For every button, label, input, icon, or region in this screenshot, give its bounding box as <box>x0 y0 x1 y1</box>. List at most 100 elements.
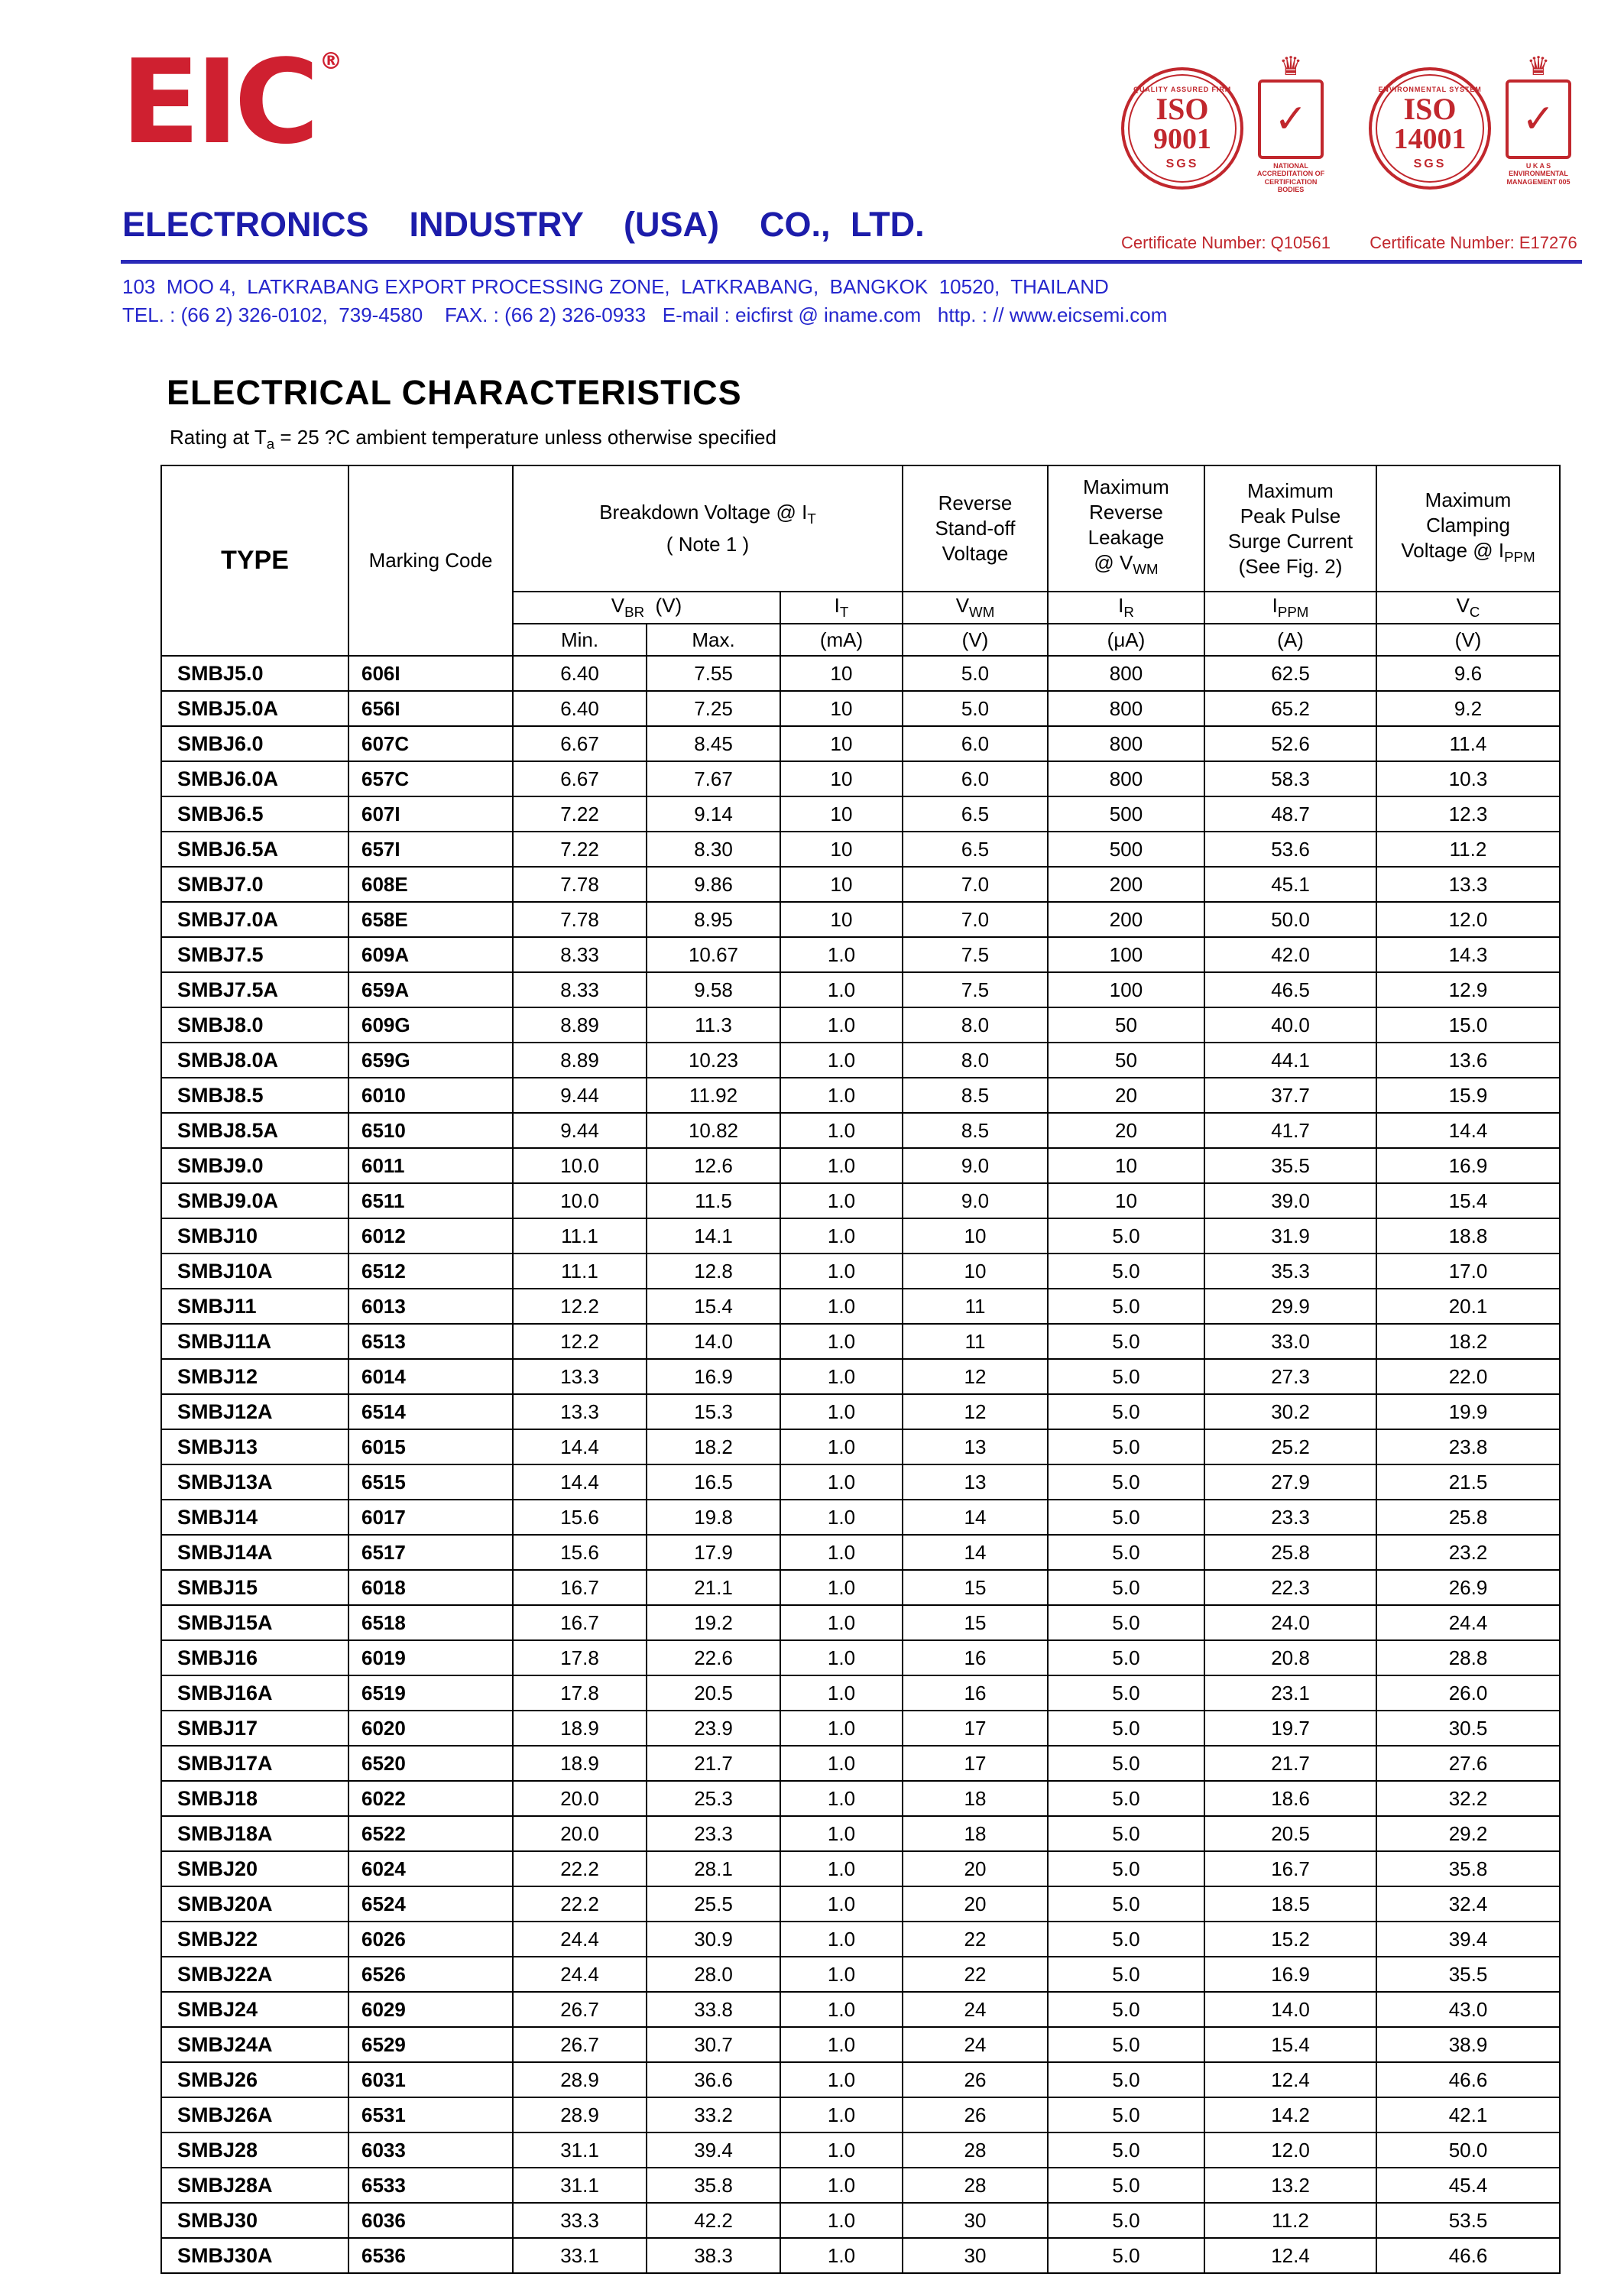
cell-marking-code: 6024 <box>348 1850 514 1887</box>
cell-type: SMBJ20 <box>160 1850 349 1887</box>
cell-vbr-max: 9.86 <box>646 866 781 903</box>
cell-ir: 20 <box>1047 1112 1205 1149</box>
cell-vbr-max: 21.7 <box>646 1745 781 1782</box>
cell-it: 1.0 <box>780 1780 903 1817</box>
cell-it: 1.0 <box>780 1886 903 1922</box>
cell-vc: 18.2 <box>1376 1323 1561 1360</box>
cell-it: 1.0 <box>780 1147 903 1184</box>
table-row: SMBJ17A 6520 18.9 21.7 1.0 17 5.0 21.7 27.6 <box>160 1745 1561 1782</box>
cell-ippm: 48.7 <box>1204 796 1377 832</box>
unit-it: (mA) <box>780 623 903 657</box>
cell-type: SMBJ30 <box>160 2202 349 2239</box>
cell-vbr-max: 10.82 <box>646 1112 781 1149</box>
cell-vwm: 15 <box>902 1569 1049 1606</box>
cell-vc: 16.9 <box>1376 1147 1561 1184</box>
cell-vwm: 5.0 <box>902 690 1049 727</box>
cell-it: 10 <box>780 655 903 692</box>
cell-it: 1.0 <box>780 936 903 973</box>
cell-it: 10 <box>780 725 903 762</box>
cell-vc: 15.4 <box>1376 1182 1561 1219</box>
cell-vwm: 14 <box>902 1499 1049 1536</box>
header-divider <box>121 260 1582 264</box>
cell-it: 1.0 <box>780 2061 903 2098</box>
cell-vc: 11.4 <box>1376 725 1561 762</box>
cell-ir: 100 <box>1047 936 1205 973</box>
cell-vc: 12.3 <box>1376 796 1561 832</box>
cell-ir: 20 <box>1047 1077 1205 1114</box>
cell-it: 1.0 <box>780 1569 903 1606</box>
cell-ir: 5.0 <box>1047 1991 1205 2028</box>
cell-vbr-min: 7.22 <box>512 796 647 832</box>
cell-type: SMBJ11A <box>160 1323 349 1360</box>
cell-vbr-min: 18.9 <box>512 1745 647 1782</box>
cell-marking-code: 6018 <box>348 1569 514 1606</box>
table-row: SMBJ8.5A 6510 9.44 10.82 1.0 8.5 20 41.7 14.4 <box>160 1112 1561 1149</box>
cell-ippm: 24.0 <box>1204 1604 1377 1641</box>
cell-vwm: 5.0 <box>902 655 1049 692</box>
cell-it: 1.0 <box>780 1464 903 1500</box>
table-row: SMBJ16 6019 17.8 22.6 1.0 16 5.0 20.8 28.8 <box>160 1639 1561 1676</box>
cell-type: SMBJ5.0 <box>160 655 349 692</box>
cell-ir: 50 <box>1047 1007 1205 1043</box>
cell-vwm: 20 <box>902 1850 1049 1887</box>
cell-ir: 5.0 <box>1047 1745 1205 1782</box>
cell-it: 1.0 <box>780 1604 903 1641</box>
table-row: SMBJ12 6014 13.3 16.9 1.0 12 5.0 27.3 22.0 <box>160 1358 1561 1395</box>
cell-vwm: 10 <box>902 1253 1049 1289</box>
cell-vwm: 14 <box>902 1534 1049 1571</box>
table-row: SMBJ7.0A 658E 7.78 8.95 10 7.0 200 50.0 12.0 <box>160 901 1561 938</box>
cell-vc: 20.1 <box>1376 1288 1561 1325</box>
cell-vbr-min: 9.44 <box>512 1077 647 1114</box>
header-units-row: Min. Max. (mA) (V) (μA) (A) (V) <box>161 623 1561 657</box>
unit-ippm: (A) <box>1204 623 1377 657</box>
cell-vbr-min: 28.9 <box>512 2061 647 2098</box>
cell-vbr-min: 15.6 <box>512 1499 647 1536</box>
cell-vwm: 9.0 <box>902 1147 1049 1184</box>
cell-vbr-max: 23.3 <box>646 1815 781 1852</box>
cell-vc: 46.6 <box>1376 2237 1561 2274</box>
eic-logo-text: EIC <box>121 34 319 170</box>
cell-vwm: 22 <box>902 1956 1049 1993</box>
cell-ippm: 25.8 <box>1204 1534 1377 1571</box>
cell-vc: 24.4 <box>1376 1604 1561 1641</box>
cell-it: 1.0 <box>780 1218 903 1254</box>
cell-vwm: 16 <box>902 1675 1049 1711</box>
table-row: SMBJ6.0 607C 6.67 8.45 10 6.0 800 52.6 11.4 <box>160 725 1561 762</box>
cell-it: 1.0 <box>780 1745 903 1782</box>
cell-marking-code: 6033 <box>348 2132 514 2168</box>
cell-marking-code: 607I <box>348 796 514 832</box>
cell-it: 1.0 <box>780 1921 903 1957</box>
cell-type: SMBJ20A <box>160 1886 349 1922</box>
cell-ippm: 18.6 <box>1204 1780 1377 1817</box>
sgs-label: SGS <box>1413 157 1447 171</box>
cell-marking-code: 6014 <box>348 1358 514 1395</box>
cell-type: SMBJ7.0A <box>160 901 349 938</box>
cell-type: SMBJ9.0A <box>160 1182 349 1219</box>
cell-vbr-max: 30.9 <box>646 1921 781 1957</box>
cell-type: SMBJ26 <box>160 2061 349 2098</box>
cell-marking-code: 6013 <box>348 1288 514 1325</box>
cell-vwm: 22 <box>902 1921 1049 1957</box>
cell-vbr-min: 11.1 <box>512 1218 647 1254</box>
cell-vbr-min: 28.9 <box>512 2097 647 2133</box>
cell-vwm: 8.0 <box>902 1042 1049 1078</box>
cell-vc: 35.5 <box>1376 1956 1561 1993</box>
cell-vbr-min: 14.4 <box>512 1464 647 1500</box>
table-row: SMBJ14 6017 15.6 19.8 1.0 14 5.0 23.3 25.8 <box>160 1499 1561 1536</box>
accreditation-emblem: ♛ ✓ NATIONAL ACCREDITATION OF CERTIFICAT… <box>1251 54 1331 193</box>
cell-vbr-min: 20.0 <box>512 1815 647 1852</box>
table-row: SMBJ13 6015 14.4 18.2 1.0 13 5.0 25.2 23.8 <box>160 1429 1561 1465</box>
cell-ippm: 20.8 <box>1204 1639 1377 1676</box>
cell-vwm: 7.0 <box>902 866 1049 903</box>
cell-vbr-min: 6.40 <box>512 690 647 727</box>
cell-vc: 23.2 <box>1376 1534 1561 1571</box>
cell-vc: 13.6 <box>1376 1042 1561 1078</box>
cell-ippm: 50.0 <box>1204 901 1377 938</box>
cell-ir: 5.0 <box>1047 1569 1205 1606</box>
cell-vbr-max: 8.45 <box>646 725 781 762</box>
col-header-vwm: VWM <box>902 591 1049 624</box>
cell-marking-code: 6514 <box>348 1393 514 1430</box>
page-title: ELECTRICAL CHARACTERISTICS <box>167 373 742 412</box>
table-row: SMBJ7.5 609A 8.33 10.67 1.0 7.5 100 42.0 14.3 <box>160 936 1561 973</box>
